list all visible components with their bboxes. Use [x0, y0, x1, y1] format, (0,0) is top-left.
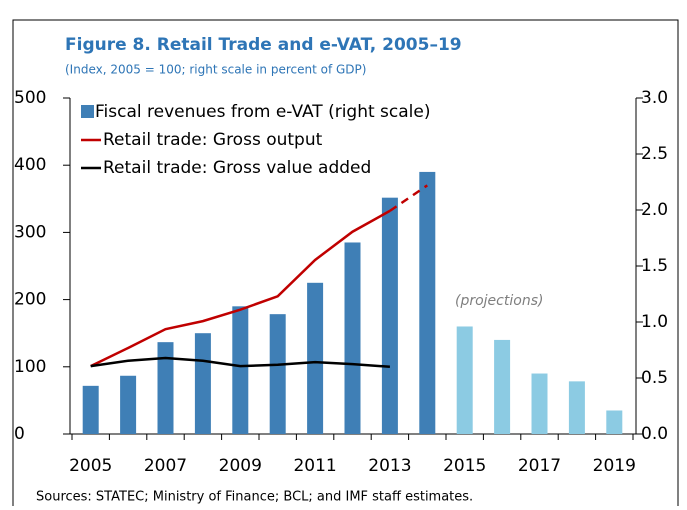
- bar: [344, 242, 361, 434]
- legend-label: Retail trade: Gross value added: [103, 158, 371, 178]
- line-dashed: [389, 184, 429, 212]
- bar: [232, 306, 249, 434]
- bar: [82, 385, 99, 434]
- y2-tick-label: 2.5: [641, 144, 668, 164]
- y-tick-label: 0: [14, 424, 25, 444]
- x-tick-label: 2007: [144, 456, 187, 476]
- x-tick-label: 2017: [518, 456, 561, 476]
- bar: [307, 282, 324, 434]
- x-tick-label: 2015: [443, 456, 486, 476]
- legend-swatch: [81, 105, 94, 118]
- chart-title: Figure 8. Retail Trade and e-VAT, 2005–1…: [65, 35, 462, 55]
- line: [90, 356, 390, 369]
- bar: [194, 333, 211, 434]
- y2-tick-label: 0.0: [641, 424, 668, 444]
- bar: [157, 342, 174, 434]
- x-tick-label: 2011: [293, 456, 336, 476]
- x-tick-label: 2019: [593, 456, 636, 476]
- legend-label: Retail trade: Gross output: [103, 130, 323, 150]
- y-tick-label: 400: [14, 155, 46, 175]
- chart-subtitle: (Index, 2005 = 100; right scale in perce…: [65, 63, 366, 77]
- y2-tick-label: 1.0: [641, 312, 668, 332]
- y-tick-label: 300: [14, 222, 46, 242]
- y-tick-label: 200: [14, 290, 46, 310]
- annotation: (projections): [455, 293, 543, 309]
- x-tick-label: 2013: [368, 456, 411, 476]
- y-tick-label: 100: [14, 357, 46, 377]
- y2-tick-label: 3.0: [641, 88, 668, 108]
- x-tick-label: 2009: [219, 456, 262, 476]
- bar: [269, 314, 286, 434]
- y2-tick-label: 1.5: [641, 256, 668, 276]
- bar: [381, 197, 398, 434]
- bar: [568, 381, 585, 434]
- x-tick-label: 2005: [69, 456, 112, 476]
- bar: [120, 375, 137, 434]
- line: [90, 209, 391, 368]
- y-tick-label: 500: [14, 88, 46, 108]
- y2-tick-label: 0.5: [641, 368, 668, 388]
- y2-tick-label: 2.0: [641, 200, 668, 220]
- bar: [494, 339, 511, 434]
- bar: [419, 171, 436, 435]
- legend-label: Fiscal revenues from e-VAT (right scale): [95, 102, 431, 122]
- source-note: Sources: STATEC; Ministry of Finance; BC…: [36, 490, 473, 505]
- bar: [456, 326, 473, 434]
- bar: [531, 373, 548, 434]
- bar: [606, 410, 623, 434]
